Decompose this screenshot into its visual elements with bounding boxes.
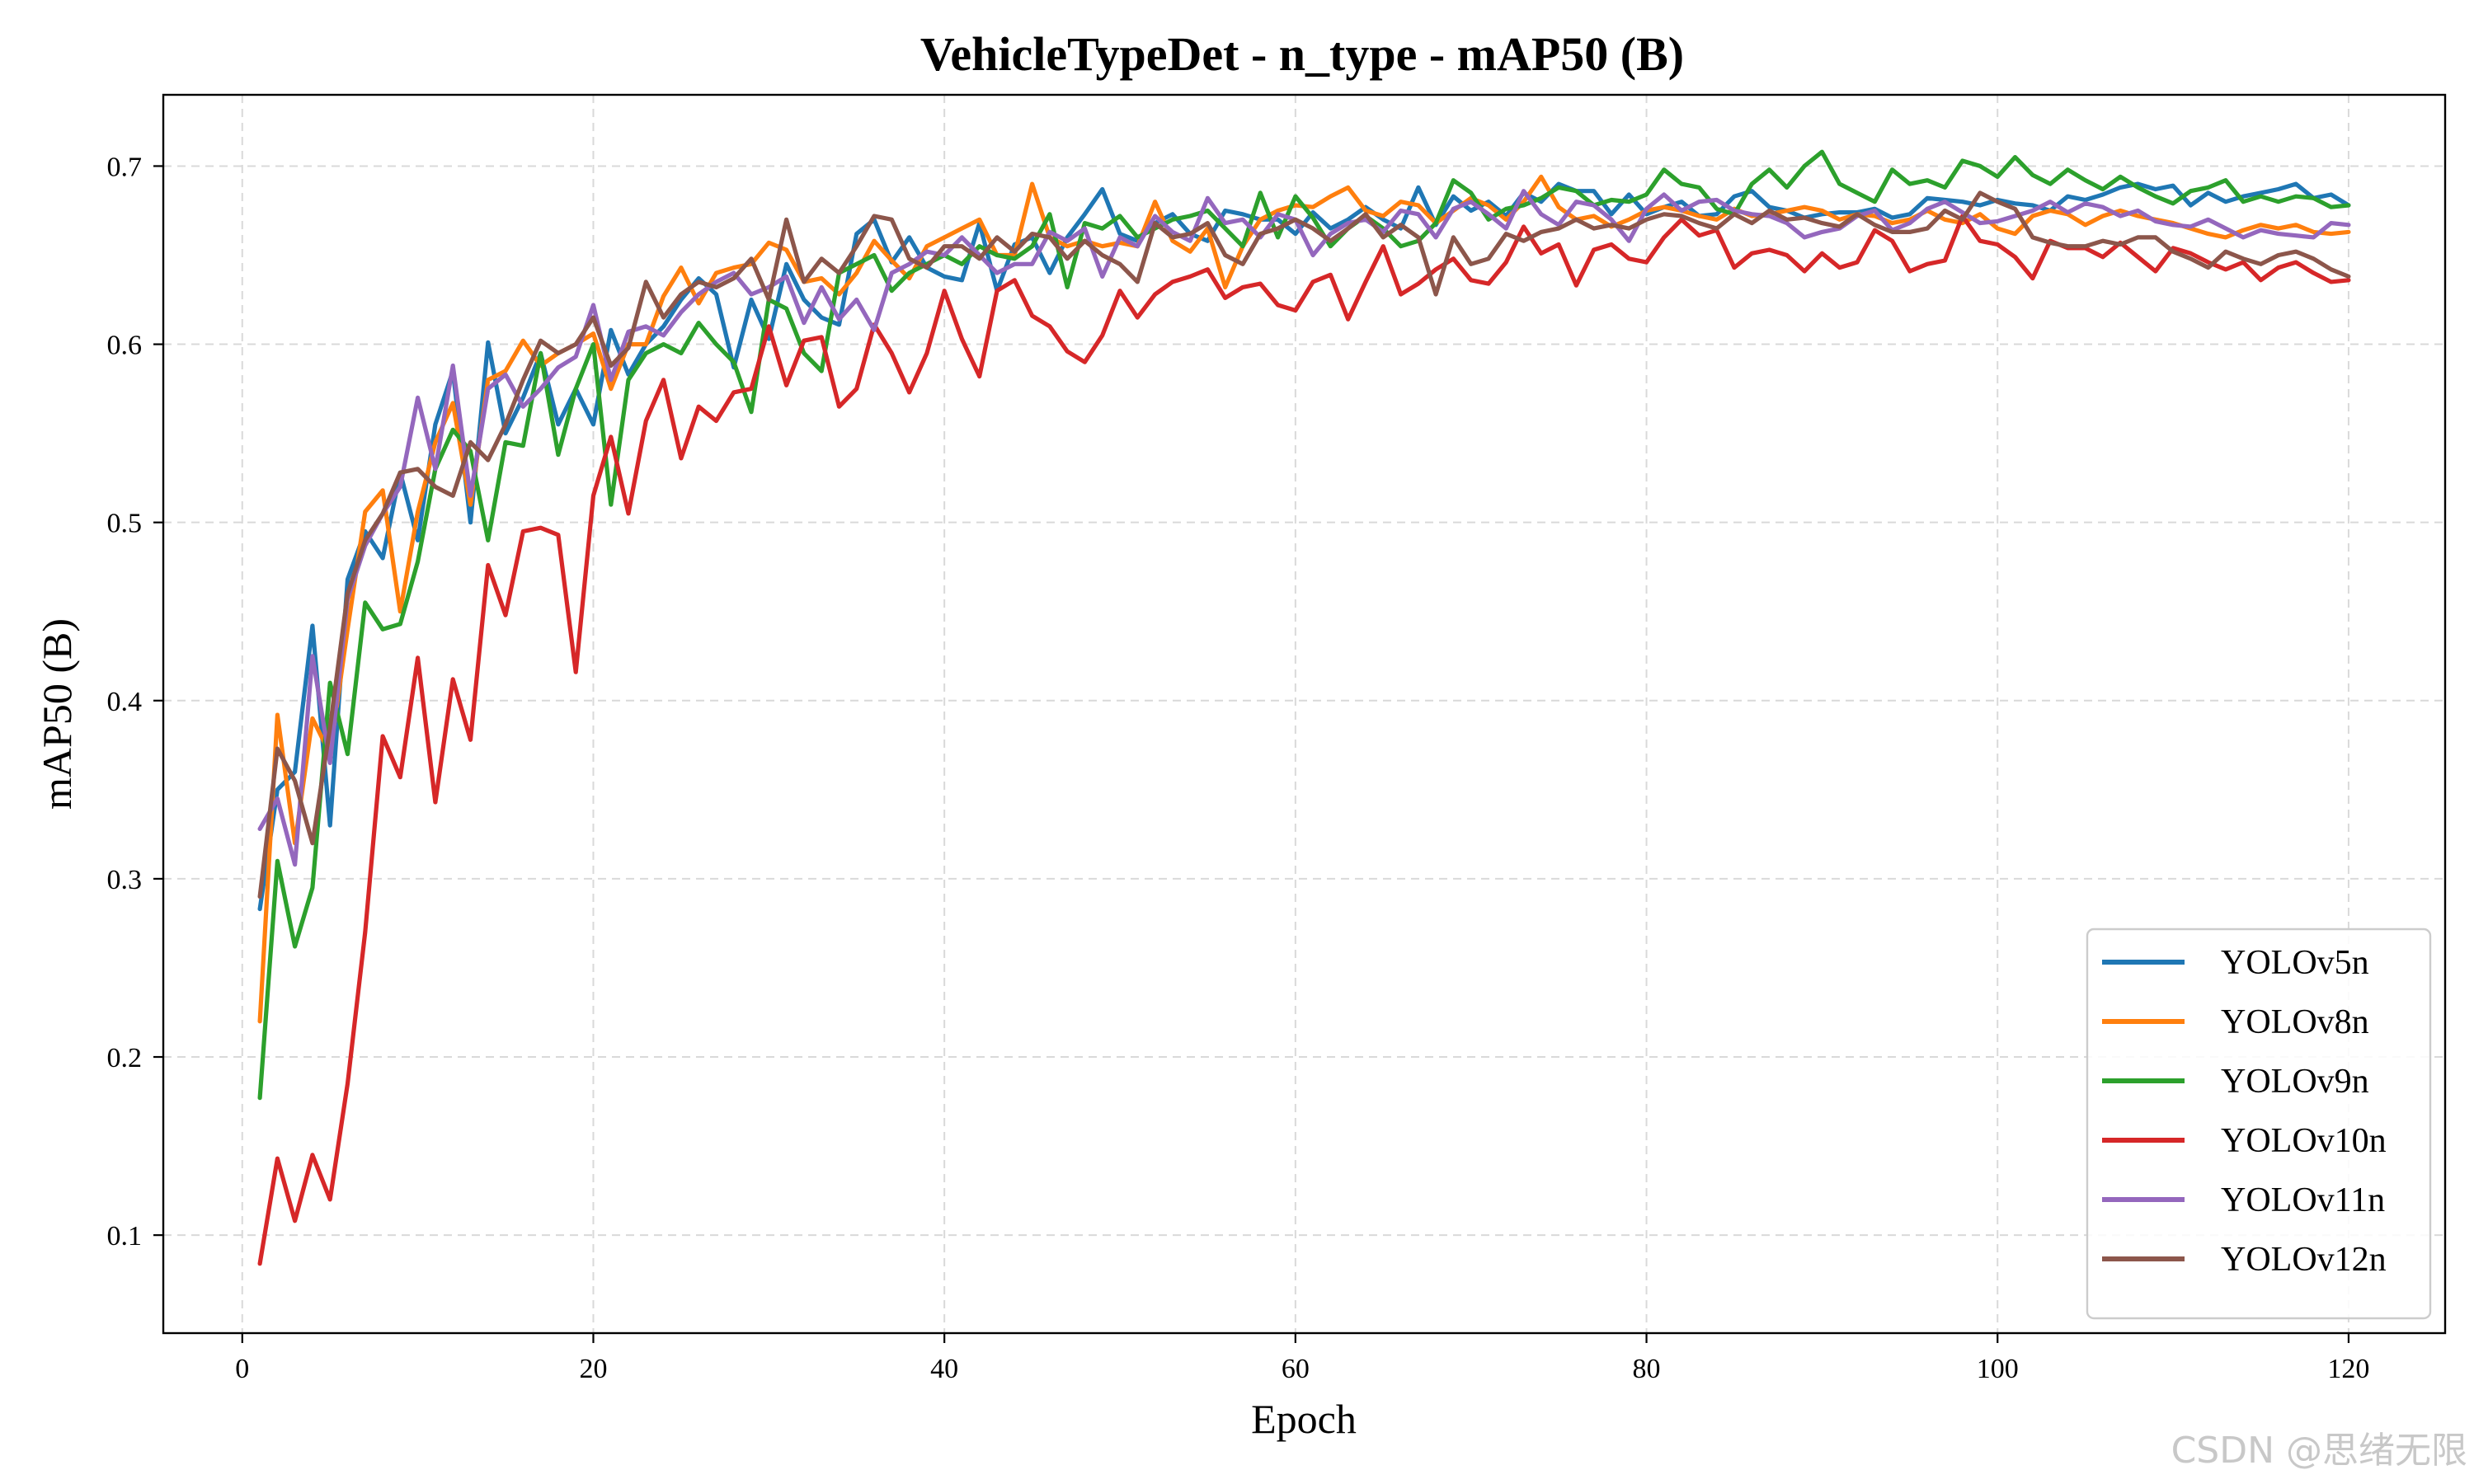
x-tick-label: 0 — [235, 1354, 249, 1384]
chart-title: VehicleTypeDet - n_type - mAP50 (B) — [920, 27, 1684, 81]
x-tick-label: 80 — [1633, 1354, 1661, 1384]
y-tick-label: 0.6 — [107, 331, 143, 361]
plot-frame — [162, 93, 2447, 1335]
y-axis-label: mAP50 (B) — [34, 618, 80, 810]
legend-label: YOLOv9n — [2221, 1063, 2369, 1101]
y-tick-label: 0.4 — [107, 687, 143, 717]
y-tick-label: 0.7 — [107, 152, 143, 182]
axis-ticks: 0 20 40 60 80 100 120 0.1 0.2 0.3 0.4 0.5 0.6 0.7 — [107, 152, 2370, 1384]
legend-label: YOLOv8n — [2221, 1003, 2369, 1041]
plot-area — [257, 149, 2351, 1266]
watermark: CSDN @思绪无限 — [2171, 1430, 2467, 1472]
x-tick-label: 120 — [2327, 1354, 2369, 1384]
y-tick-label: 0.3 — [107, 865, 143, 895]
y-tick-label: 0.5 — [107, 509, 143, 539]
grid — [163, 95, 2445, 1333]
series-line-yolov10n — [257, 214, 2351, 1266]
x-tick-label: 60 — [1282, 1354, 1310, 1384]
legend-box — [2086, 928, 2432, 1320]
x-axis-label: Epoch — [1251, 1396, 1357, 1442]
x-tick-label: 20 — [579, 1354, 607, 1384]
series-line-yolov8n — [257, 174, 2351, 1024]
series-line-yolov12n — [257, 190, 2351, 899]
y-tick-label: 0.2 — [107, 1043, 143, 1073]
legend-label: YOLOv5n — [2221, 944, 2369, 982]
series-line-yolov11n — [257, 189, 2351, 867]
legend-label: YOLOv10n — [2221, 1122, 2387, 1160]
legend: YOLOv5n YOLOv8n YOLOv9n YOLOv10n YOLOv11n YOL… — [2086, 928, 2432, 1320]
series-line-yolov9n — [257, 149, 2351, 1101]
y-tick-label: 0.1 — [107, 1221, 143, 1252]
x-tick-label: 100 — [1977, 1354, 2019, 1384]
legend-label: YOLOv11n — [2221, 1181, 2385, 1219]
legend-label: YOLOv12n — [2221, 1241, 2387, 1279]
x-tick-label: 40 — [930, 1354, 958, 1384]
